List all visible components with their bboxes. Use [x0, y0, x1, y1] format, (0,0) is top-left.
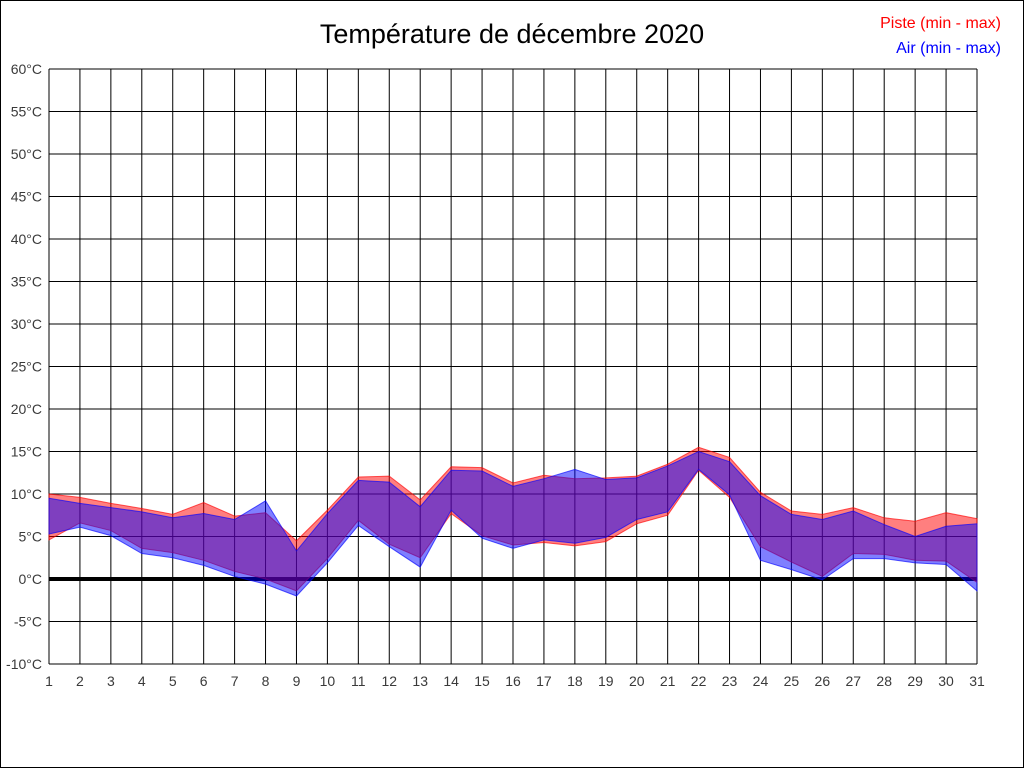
- x-axis-label: 2: [76, 673, 84, 689]
- legend-item-piste: Piste (min - max): [880, 15, 1001, 32]
- y-axis-label: 55°C: [11, 104, 42, 120]
- x-axis-label: 17: [536, 673, 552, 689]
- x-axis-label: 18: [567, 673, 583, 689]
- y-axis-label: 35°C: [11, 274, 42, 290]
- x-axis-label: 24: [753, 673, 769, 689]
- x-axis-label: 19: [598, 673, 614, 689]
- x-axis-label: 11: [351, 673, 366, 689]
- x-axis-label: 7: [231, 673, 239, 689]
- y-axis-label: 60°C: [11, 61, 42, 77]
- x-axis-label: 25: [784, 673, 800, 689]
- x-axis-label: 10: [320, 673, 336, 689]
- x-axis-label: 20: [629, 673, 645, 689]
- y-axis-label: 10°C: [11, 486, 42, 502]
- x-axis-label: 13: [412, 673, 428, 689]
- x-axis-label: 15: [474, 673, 490, 689]
- x-axis-label: 28: [876, 673, 892, 689]
- x-axis-label: 5: [169, 673, 177, 689]
- x-axis-label: 29: [907, 673, 923, 689]
- y-axis-label: 0°C: [19, 571, 43, 587]
- x-axis-label: 21: [660, 673, 676, 689]
- x-axis-label: 23: [722, 673, 738, 689]
- chart-title: Température de décembre 2020: [319, 19, 705, 49]
- x-axis-label: 12: [381, 673, 397, 689]
- y-axis-label: 30°C: [11, 316, 42, 332]
- x-axis-label: 22: [691, 673, 707, 689]
- x-axis-label: 1: [45, 673, 53, 689]
- x-axis-label: 8: [262, 673, 270, 689]
- x-axis-label: 9: [293, 673, 301, 689]
- y-axis-label: 40°C: [11, 231, 42, 247]
- x-axis-label: 16: [505, 673, 521, 689]
- x-axis-label: 3: [107, 673, 115, 689]
- y-axis-label: 50°C: [11, 146, 42, 162]
- x-axis-label: 14: [443, 673, 459, 689]
- y-axis-label: 20°C: [11, 401, 42, 417]
- y-axis-label: -10°C: [6, 656, 42, 672]
- legend-item-air: Air (min - max): [896, 40, 1001, 57]
- y-axis-label: 5°C: [19, 529, 43, 545]
- y-axis-label: -5°C: [14, 614, 42, 630]
- x-axis-label: 30: [938, 673, 954, 689]
- legend: Piste (min - max) Air (min - max): [880, 11, 1001, 61]
- x-axis-label: 26: [815, 673, 831, 689]
- x-axis-label: 6: [200, 673, 208, 689]
- y-axis-label: 45°C: [11, 189, 42, 205]
- air-minmax-band: [48, 450, 978, 597]
- x-axis-label: 31: [969, 673, 985, 689]
- x-axis-label: 4: [138, 673, 146, 689]
- y-axis-label: 25°C: [11, 359, 42, 375]
- x-axis-label: 27: [845, 673, 861, 689]
- y-axis-label: 15°C: [11, 444, 42, 460]
